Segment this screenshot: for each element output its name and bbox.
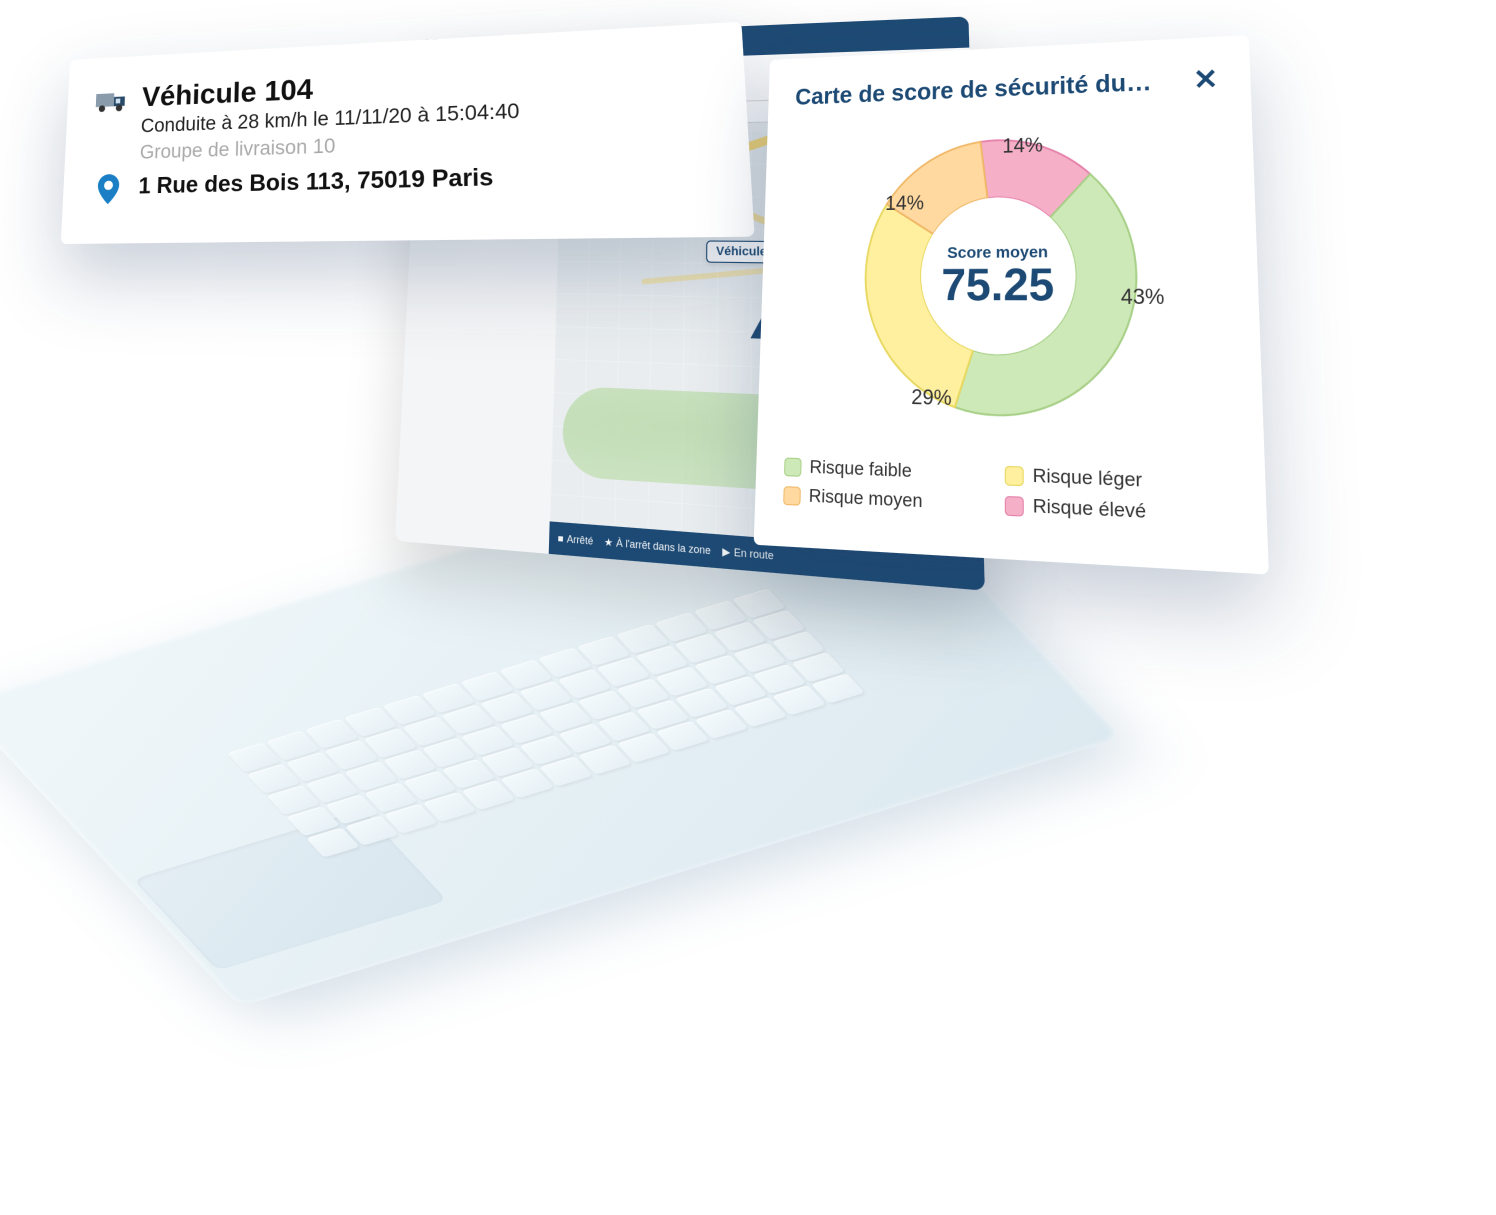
status-label: En route [734,546,774,561]
legend-label: Risque moyen [809,485,923,513]
legend-item: Risque léger [1005,463,1232,496]
donut-segment-label: 43% [1121,286,1165,311]
status-chip[interactable]: ■Arrêté [558,532,594,547]
donut-segment-label: 14% [1002,135,1043,159]
status-icon: ■ [558,532,564,544]
truck-icon [95,88,129,115]
safety-donut-chart: Score moyen 75.25 14% 14% 29% 43% [838,109,1168,448]
close-icon[interactable]: ✕ [1193,62,1219,96]
status-chip[interactable]: ★À l'arrêt dans la zone [604,536,711,558]
donut-segment-label: 14% [885,193,924,217]
status-label: À l'arrêt dans la zone [616,537,711,557]
safety-score-card: Carte de score de sécurité du… ✕ Score m… [754,35,1269,574]
safety-legend: Risque faible Risque léger Risque moyen Ris… [783,455,1233,528]
legend-swatch [783,486,801,506]
status-icon: ▶ [722,545,730,559]
legend-item: Risque faible [784,455,989,486]
status-chip[interactable]: ▶ En route [722,545,773,563]
legend-swatch [784,457,802,476]
legend-swatch [1005,465,1024,485]
status-icon: ★ [604,536,613,550]
safety-card-title: Carte de score de sécurité du… [795,68,1152,111]
donut-segment-label: 29% [911,386,952,411]
location-pin-icon [91,173,125,204]
legend-label: Risque élevé [1033,495,1147,524]
legend-item: Risque moyen [783,484,989,516]
legend-label: Risque léger [1033,465,1143,493]
legend-label: Risque faible [809,456,912,482]
donut-center: Score moyen 75.25 [838,109,1168,448]
status-label: Arrêté [567,533,594,547]
donut-center-value: 75.25 [941,261,1054,307]
legend-item: Risque élevé [1005,494,1233,528]
vehicle-info-card: Véhicule 104 Conduite à 28 km/h le 11/11… [61,22,755,244]
legend-swatch [1005,495,1024,516]
vehicle-address: 1 Rue des Bois 113, 75019 Paris [138,163,494,200]
